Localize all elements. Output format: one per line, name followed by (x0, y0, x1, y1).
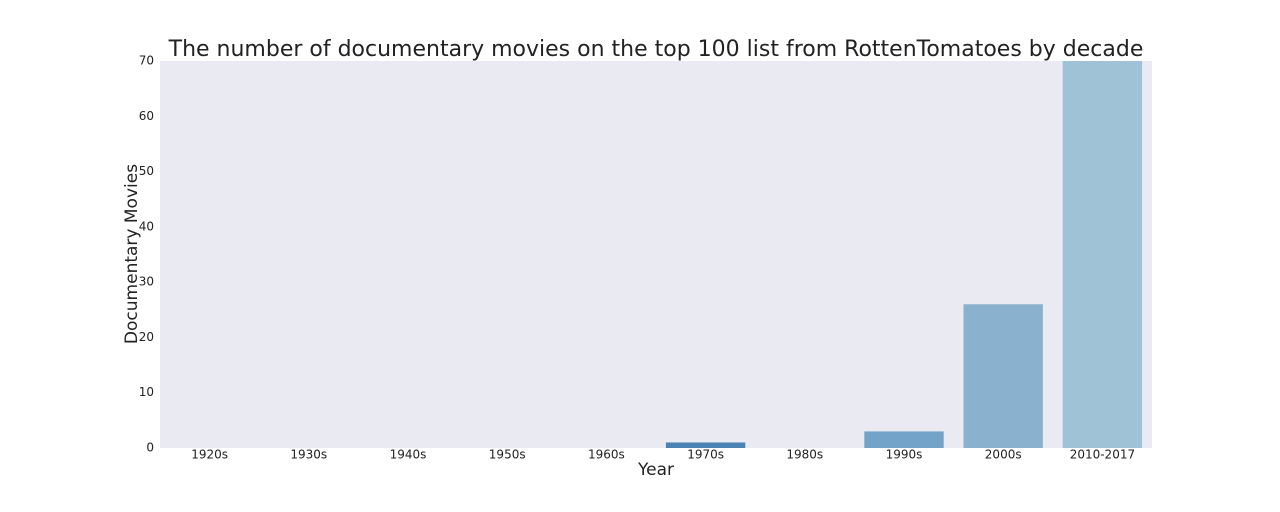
bar (864, 431, 944, 448)
x-tick-label: 1970s (687, 448, 724, 462)
y-tick-label: 10 (139, 385, 154, 399)
y-tick-label: 40 (139, 219, 154, 233)
y-axis-label: Documentary Movies (122, 164, 142, 344)
bar (1062, 61, 1143, 448)
x-tick-label: 2010-2017 (1070, 448, 1135, 462)
x-tick-label: 1990s (886, 448, 923, 462)
x-tick-label: 2000s (985, 448, 1022, 462)
x-tick-label: 1930s (290, 448, 327, 462)
y-tick-label: 50 (139, 164, 154, 178)
x-axis-label: Year (637, 460, 674, 480)
y-tick-label: 60 (139, 109, 154, 123)
chart-title: The number of documentary movies on the … (168, 37, 1144, 62)
x-tick-label: 1940s (390, 448, 427, 462)
y-tick-label: 20 (139, 330, 154, 344)
x-tick-label: 1980s (786, 448, 823, 462)
y-tick-label: 70 (139, 54, 154, 68)
y-tick-label: 0 (146, 441, 154, 455)
y-tick-label: 30 (139, 275, 154, 289)
x-tick-label: 1960s (588, 448, 625, 462)
x-tick-label: 1920s (191, 448, 228, 462)
bar (665, 442, 746, 448)
x-tick-label: 1950s (489, 448, 526, 462)
bar (963, 304, 1043, 448)
